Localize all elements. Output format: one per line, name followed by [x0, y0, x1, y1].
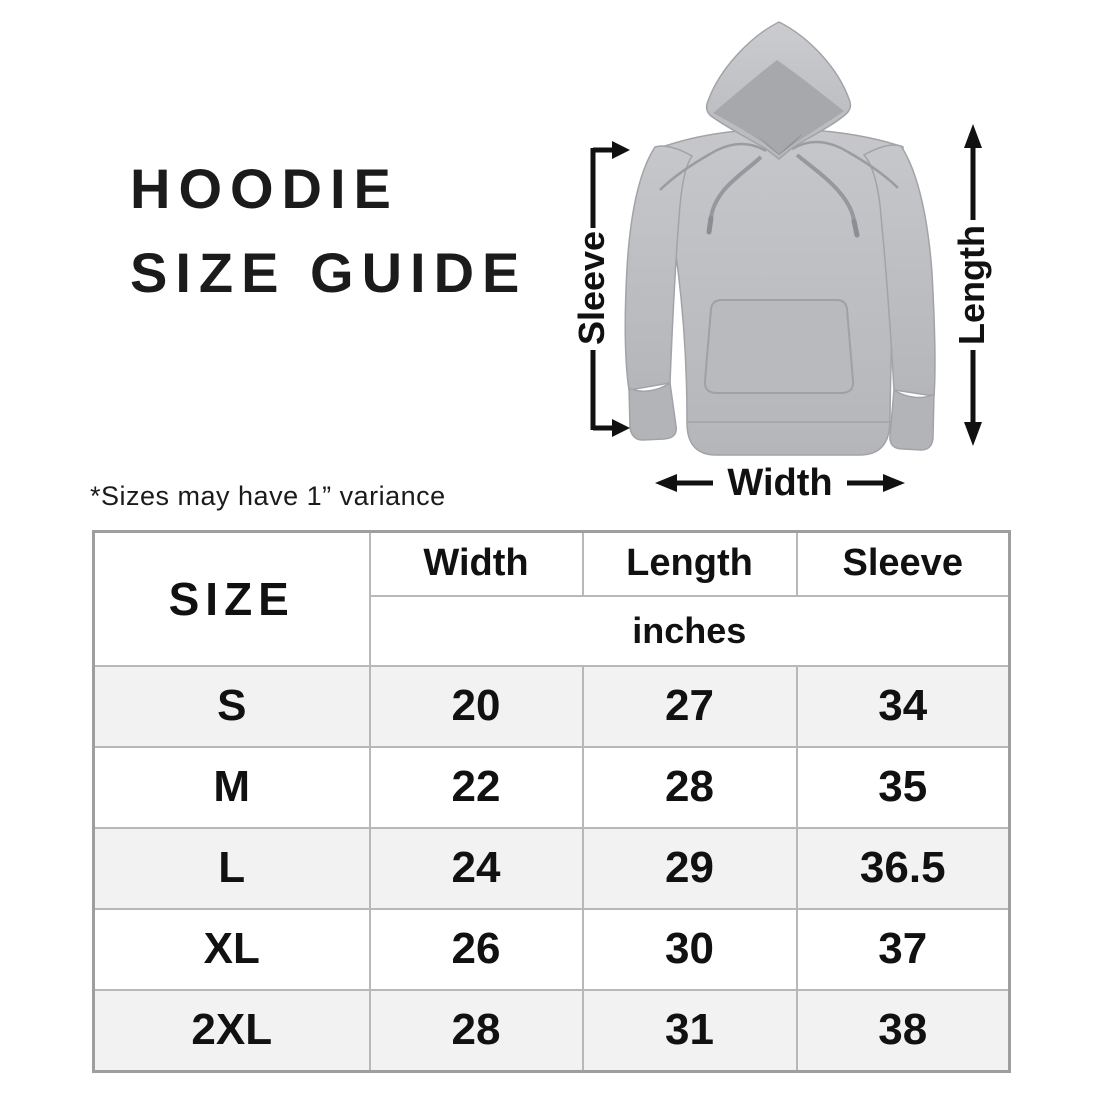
width-label: Width [727, 462, 832, 504]
left-cuff [628, 381, 677, 441]
sleeve-cell: 36.5 [795, 826, 1011, 910]
title-line-1: HOODIE [130, 157, 399, 220]
sleeve-cell: 34 [795, 664, 1011, 748]
column-header-sleeve: Sleeve [795, 530, 1011, 597]
width-cell: 20 [368, 664, 584, 748]
left-raglan-seam [659, 142, 767, 191]
length-label: Length [951, 225, 992, 345]
column-header-size: SIZE [92, 530, 371, 667]
unit-header: inches [368, 594, 1011, 667]
length-cell: 28 [581, 745, 798, 829]
width-cell: 22 [368, 745, 584, 829]
sleeve-cell: 35 [795, 745, 1011, 829]
size-cell: L [92, 826, 371, 910]
length-down-arrow-icon [964, 422, 982, 446]
sleeve-bottom-arrow-icon [612, 419, 630, 437]
right-cuff [889, 388, 935, 451]
left-drawstring-aglet [706, 215, 714, 235]
left-drawstring [709, 155, 763, 219]
sleeve-dimension-indicator: Sleeve [571, 141, 630, 437]
title-line-2: SIZE GUIDE [130, 241, 528, 304]
right-drawstring [795, 153, 856, 222]
variance-note: *Sizes may have 1” variance [90, 481, 446, 511]
width-cell: 28 [368, 988, 584, 1072]
kangaroo-pocket [703, 299, 855, 394]
page-title: HOODIE SIZE GUIDE [130, 147, 527, 315]
right-raglan-seam [791, 140, 899, 189]
width-left-arrow-icon [655, 474, 677, 492]
table-row-2xl: 2XL 28 31 38 [92, 988, 1011, 1072]
left-sleeve [624, 145, 694, 391]
table-row-s: S 20 27 34 [92, 664, 1011, 748]
width-right-arrow-icon [883, 474, 905, 492]
column-header-width: Width [368, 530, 584, 597]
size-cell: S [92, 664, 371, 748]
length-cell: 30 [581, 907, 798, 991]
sleeve-cell: 38 [795, 988, 1011, 1072]
length-up-arrow-icon [964, 124, 982, 148]
sleeve-top-arrow-icon [612, 141, 630, 159]
table-row-l: L 24 29 36.5 [92, 826, 1011, 910]
column-header-length: Length [581, 530, 798, 597]
hoodie-illustration [624, 21, 936, 456]
hood-opening-shadow [713, 60, 844, 155]
table-row-m: M 22 28 35 [92, 745, 1011, 829]
size-cell: XL [92, 907, 371, 991]
length-cell: 27 [581, 664, 798, 748]
width-dimension-indicator: Width [655, 462, 905, 504]
length-dimension-indicator: Length [951, 124, 992, 446]
sleeve-label: Sleeve [571, 231, 612, 345]
right-drawstring-aglet [851, 218, 860, 238]
width-cell: 26 [368, 907, 584, 991]
size-cell: M [92, 745, 371, 829]
right-sleeve [862, 144, 936, 397]
size-table: SIZE Width Length Sleeve inches S 20 27 … [92, 530, 1011, 1073]
size-cell: 2XL [92, 988, 371, 1072]
length-cell: 31 [581, 988, 798, 1072]
table-row-xl: XL 26 30 37 [92, 907, 1011, 991]
width-cell: 24 [368, 826, 584, 910]
sleeve-cell: 37 [795, 907, 1011, 991]
hoodie-body [653, 128, 904, 456]
length-cell: 29 [581, 826, 798, 910]
